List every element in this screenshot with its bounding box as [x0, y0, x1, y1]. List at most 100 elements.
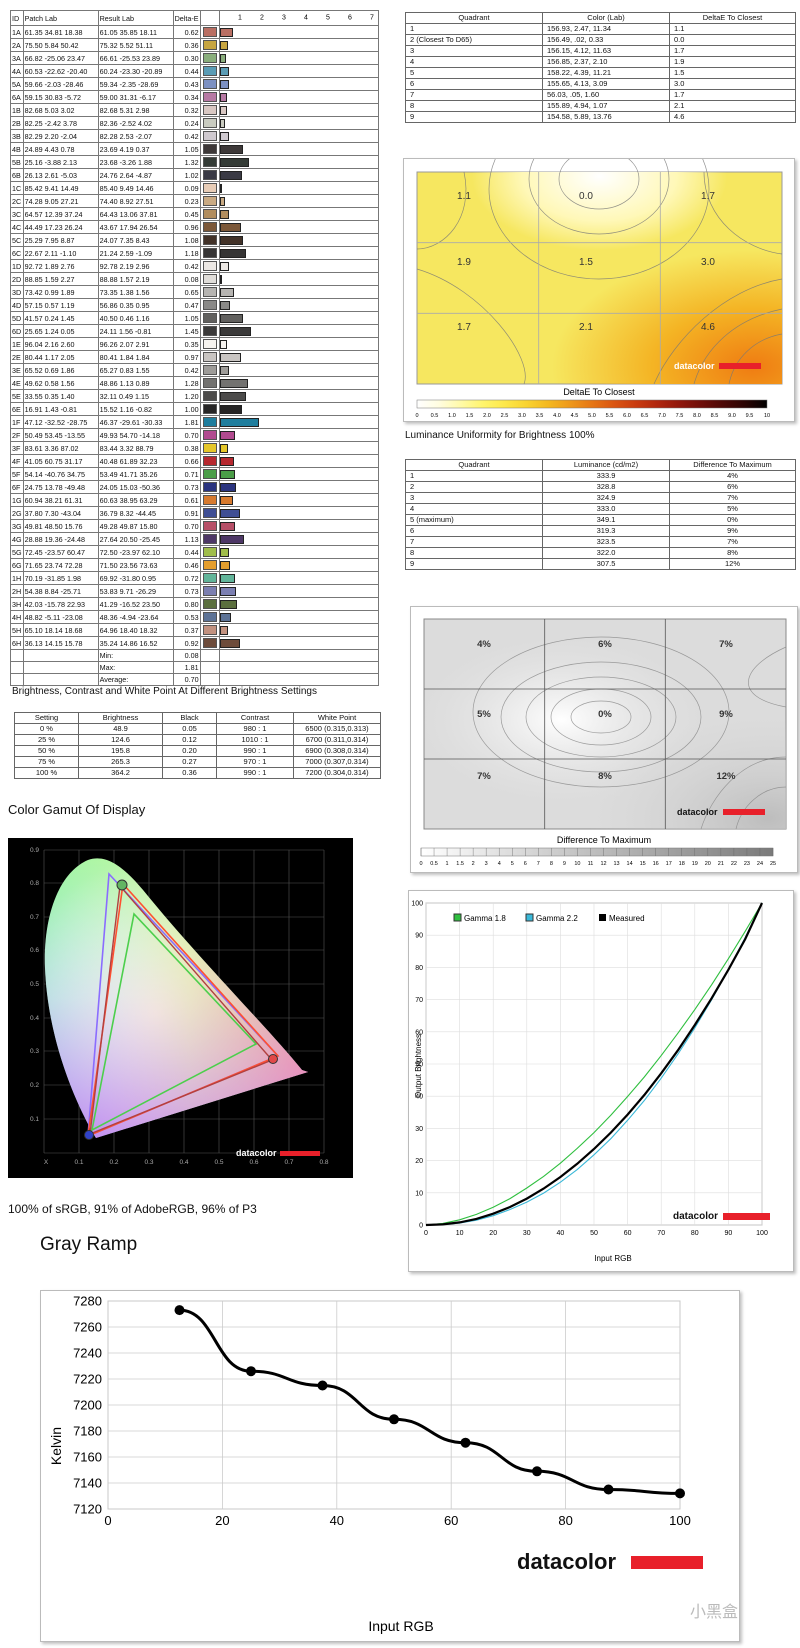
gamut-y-tick: 0.3 [30, 1048, 39, 1055]
patch-lab: 60.53 -22.62 -20.40 [22, 64, 99, 78]
patch-id: 1D [10, 259, 24, 273]
patch-row: 6E 16.91 1.43 -0.81 15.52 1.16 -0.82 1.00 [10, 402, 379, 416]
kelvin-x-tick: 0 [104, 1513, 111, 1528]
deltae-map-cool [417, 172, 782, 384]
patch-lab: 65.52 0.69 1.86 [22, 363, 99, 377]
brightness-row: 75 % 265.3 0.27 970 : 1 7000 (0.307,0.314) [14, 756, 381, 768]
luminance-row: 7 323.5 7% [405, 536, 796, 548]
quadrant-color-row: 4 156.85, 2.37, 2.10 1.9 [405, 56, 796, 68]
quadrant-color-cell: 1 [405, 23, 543, 35]
result-lab: 64.43 13.06 37.81 [97, 207, 174, 221]
result-lab: 83.44 3.32 88.79 [97, 441, 174, 455]
patch-id: 2F [10, 428, 24, 442]
deltae-scale: 0 0.5 1.0 1.5 2.0 2.5 3.0 3.5 4.0 4.5 5.0 5.5 6.0 6.5… [415, 399, 770, 419]
deltae-map: 1.1 0.0 1.7 1.9 1.5 3.0 1.7 2.1 4.6 data… [415, 98, 783, 419]
patch-row: 3A 66.82 -25.06 23.47 66.61 -25.53 23.89 0.… [10, 51, 379, 65]
patch-bar-cell [218, 363, 379, 377]
patch-delta-bar [219, 209, 230, 219]
result-lab: 41.29 -16.52 23.50 [97, 597, 174, 611]
patch-bar-cell [218, 116, 379, 130]
deltae-cell-value: 1.5 [579, 257, 593, 268]
quadrant-color-cell: 7 [405, 89, 543, 101]
kelvin-x-label: Input RGB [368, 1618, 433, 1634]
brightness-cell: 0.36 [162, 767, 217, 779]
red-primary-marker [268, 1054, 278, 1064]
result-lab: 43.67 17.94 26.54 [97, 220, 174, 234]
patch-delta-bar [219, 638, 240, 648]
result-lab: 61.05 35.85 18.11 [97, 25, 174, 39]
quadrant-color-cell: 155.89, 4.94, 1.07 [542, 100, 670, 112]
patch-delta-e: 0.62 [172, 25, 201, 39]
luminance-header-cell: Difference To Maximum [669, 459, 796, 471]
patch-bar-cell [218, 506, 379, 520]
quadrant-color-cell: 3 [405, 45, 543, 57]
difference-scale-tick: 3 [485, 861, 488, 867]
difference-cell-value: 7% [719, 639, 733, 650]
patch-delta-e: 0.65 [172, 285, 201, 299]
difference-cell-value: 4% [477, 639, 491, 650]
kelvin-brand-logo: datacolor [517, 1549, 616, 1574]
patch-delta-bar [219, 300, 230, 310]
gamma-grid [425, 902, 763, 1226]
patch-swatch [202, 144, 217, 154]
gamma-chart: 0 10 20 30 40 50 60 70 80 90 100 0 10 20 30 40 50 60 70 80 9… [411, 901, 770, 1263]
brightness-cell: 25 % [14, 734, 79, 746]
patch-bar-cell [218, 324, 379, 338]
patch-delta-e: 0.42 [172, 129, 201, 143]
patch-swatch-cell [199, 298, 220, 312]
gamut-x-tick: 0.2 [109, 1159, 118, 1166]
patch-swatch [202, 599, 217, 609]
luminance-cell: 12% [669, 558, 796, 570]
brightness-cell: 0.05 [162, 723, 217, 735]
patch-bar-cell [218, 311, 379, 325]
patch-summary-row: Max: 1.81 [10, 661, 379, 674]
patch-id: 5D [10, 311, 24, 325]
patch-delta-bar [219, 274, 222, 284]
result-lab: 21.24 2.59 -1.09 [97, 246, 174, 260]
srgb-triangle [90, 912, 258, 1132]
gamma-series [425, 902, 763, 1227]
patch-row: 3H 42.03 -15.78 22.93 41.29 -16.52 23.50 0.… [10, 597, 379, 611]
summary-label: Max: [97, 661, 174, 674]
difference-cell-value: 7% [477, 771, 491, 782]
brightness-header: White Point [293, 712, 381, 724]
gamma-brand-logo: datacolor [673, 1211, 718, 1222]
patch-delta-e: 0.24 [172, 116, 201, 130]
patch-delta-bar [219, 92, 228, 102]
brightness-cell: 364.2 [78, 767, 163, 779]
patch-bar-cell [218, 259, 379, 273]
patch-row: 6C 22.67 2.11 -1.10 21.24 2.59 -1.09 1.18 [10, 246, 379, 260]
gamut-summary: 100% of sRGB, 91% of AdobeRGB, 96% of P3 [8, 1202, 257, 1216]
luminance-cell: 0% [669, 514, 796, 526]
patch-swatch-cell [199, 168, 220, 182]
bar-scale-label: 2 [260, 15, 264, 22]
result-lab: 66.61 -25.53 23.89 [97, 51, 174, 65]
patch-row: 3B 82.29 2.20 -2.04 82.28 2.53 -2.07 0.42 [10, 129, 379, 143]
patch-swatch [202, 248, 217, 258]
spectral-locus-purple [44, 858, 308, 1138]
patch-delta-e: 0.43 [172, 77, 201, 91]
patch-row: 6D 25.65 1.24 0.05 24.11 1.56 -0.81 1.45 [10, 324, 379, 338]
patch-swatch-cell [199, 77, 220, 91]
patch-delta-e: 0.70 [172, 519, 201, 533]
patch-lab: 26.13 2.61 -5.03 [22, 168, 99, 182]
patch-bar-cell [218, 519, 379, 533]
patch-delta-bar [219, 287, 234, 297]
bar-scale-label: 4 [304, 15, 308, 22]
patch-bar-cell [218, 623, 379, 637]
quadrant-color-header-cell: Color (Lab) [542, 12, 670, 24]
patch-id: 1C [10, 181, 24, 195]
result-lab: 24.11 1.56 -0.81 [97, 324, 174, 338]
patch-lab: 85.42 9.41 14.49 [22, 181, 99, 195]
result-lab: 23.68 -3.26 1.88 [97, 155, 174, 169]
luminance-row: 3 324.9 7% [405, 492, 796, 504]
brightness-cell: 6700 (0.311,0.314) [293, 734, 381, 746]
patch-swatch-cell [199, 38, 220, 52]
patch-row: 1G 60.94 38.21 61.31 60.63 38.95 63.29 0.61 [10, 493, 379, 507]
patch-id: 4G [10, 532, 24, 546]
summary-value: 0.08 [172, 649, 201, 662]
kelvin-point [317, 1380, 328, 1391]
gamma-y-tick: 40 [415, 1094, 423, 1101]
result-lab: 32.11 0.49 1.15 [97, 389, 174, 403]
kelvin-y-tick: 7220 [73, 1372, 102, 1387]
